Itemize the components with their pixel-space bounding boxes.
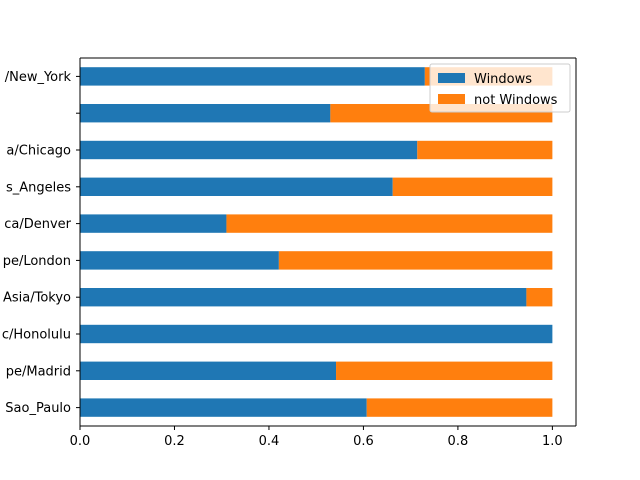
y-tick-label: pe/London <box>3 254 71 269</box>
y-tick-label: ca/Denver <box>4 217 71 232</box>
y-tick-label: pe/Madrid <box>6 364 71 379</box>
x-tick-label: 0.2 <box>164 434 185 449</box>
bar-windows-6 <box>80 288 527 307</box>
bar-windows-2 <box>80 140 418 160</box>
y-tick-label: s_Angeles <box>6 180 71 195</box>
y-tick-label: Sao_Paulo <box>5 401 71 416</box>
x-ticks-group: 0.0 0.2 0.4 0.6 0.8 1.0 <box>70 426 563 449</box>
bar-not-windows-5 <box>278 251 553 270</box>
bar-not-windows-3 <box>392 177 553 196</box>
y-tick-label: Asia/Tokyo <box>3 291 71 306</box>
bar-not-windows-4 <box>226 214 553 233</box>
x-tick-label: 0.4 <box>259 434 280 449</box>
legend-swatch-not-windows <box>438 94 465 104</box>
bar-not-windows-2 <box>417 140 553 160</box>
bar-windows-3 <box>80 177 393 196</box>
bar-windows-7 <box>80 324 553 344</box>
bar-windows-5 <box>80 251 279 270</box>
y-tick-label: c/Honolulu <box>2 328 71 343</box>
y-tick-label: a/Chicago <box>6 144 71 159</box>
bar-windows-0 <box>80 67 425 86</box>
bar-not-windows-8 <box>336 361 553 380</box>
axes-group <box>79 57 577 427</box>
bar-windows-8 <box>80 361 337 380</box>
y-ticks-group: /New_York a/Chicago s_Angeles ca/Denver pe/L… <box>2 70 80 416</box>
legend-label-not-windows: not Windows <box>474 93 558 108</box>
bar-windows-4 <box>80 214 227 233</box>
legend-label-windows: Windows <box>474 72 532 87</box>
bars-group <box>80 67 553 417</box>
bar-windows-1 <box>80 104 331 123</box>
x-tick-label: 0.8 <box>448 434 469 449</box>
legend: Windows not Windows <box>429 63 571 113</box>
x-tick-label: 0.0 <box>70 434 91 449</box>
bar-not-windows-6 <box>526 288 553 307</box>
x-tick-label: 0.6 <box>353 434 374 449</box>
y-tick-label: /New_York <box>5 70 72 85</box>
legend-swatch-windows <box>438 73 465 83</box>
bar-not-windows-9 <box>366 398 553 417</box>
bar-windows-9 <box>80 398 367 417</box>
x-tick-label: 1.0 <box>542 434 563 449</box>
